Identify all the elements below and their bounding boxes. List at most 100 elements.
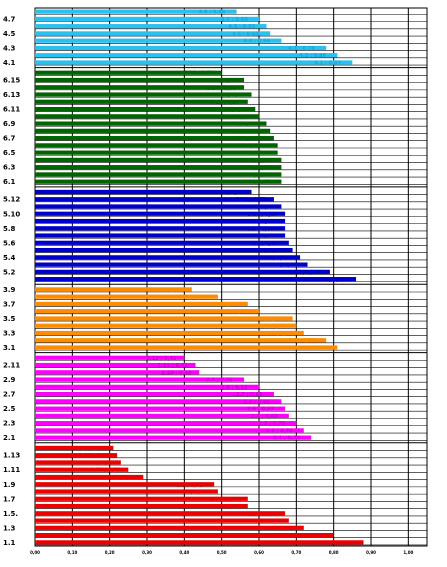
bar xyxy=(35,128,271,133)
bar xyxy=(35,277,357,282)
bar xyxy=(35,467,129,472)
category-label: 6.1 xyxy=(3,178,16,186)
bar xyxy=(35,406,286,411)
category-label: 6.9 xyxy=(3,120,16,128)
category-label: 4.7 xyxy=(3,15,16,23)
bar xyxy=(35,106,256,112)
bar xyxy=(35,453,118,458)
data-label: 1.14 ; 0,28 xyxy=(75,446,106,452)
data-label: 6.12 ; 0,57 xyxy=(210,100,241,106)
data-label: 5.3 ; 0,73 xyxy=(270,263,297,269)
category-label: 6.7 xyxy=(3,135,16,143)
data-label: 1.9 ; 0,48 xyxy=(176,482,203,488)
bar xyxy=(35,323,297,328)
data-label: 5.9 ; 0,67 xyxy=(247,219,274,225)
bar xyxy=(35,247,293,253)
bar xyxy=(35,540,364,545)
bar xyxy=(35,377,245,382)
bar xyxy=(35,136,274,141)
bar xyxy=(35,211,286,216)
x-tick-label: 0,70 xyxy=(291,550,301,555)
data-label: 4.5 ; 0,63 xyxy=(232,31,259,37)
data-label: 1.10 ; 0,32 xyxy=(105,475,136,481)
data-label: 5.11 ; 0,66 xyxy=(243,204,274,210)
bar xyxy=(35,413,289,418)
data-label: 5.12 ; 0,63 xyxy=(236,197,267,203)
category-label: 3.3 xyxy=(3,329,16,337)
bar xyxy=(35,287,192,292)
bar xyxy=(35,179,282,184)
data-label: 2.4 ; 0,68 xyxy=(251,414,278,420)
x-tick-label: 0,50 xyxy=(217,550,227,555)
bar xyxy=(35,384,259,389)
data-label: 4.2 ; 0,86 xyxy=(299,53,326,59)
category-label: 6.3 xyxy=(3,164,16,172)
bar xyxy=(35,503,248,509)
category-label: 5.12 xyxy=(3,196,20,204)
bar xyxy=(35,330,304,336)
data-label: 6.1 ; 0,67 xyxy=(243,180,270,186)
data-label: 1.5 ; 0,67 xyxy=(247,511,274,517)
data-label: 6.2 ; 0,67 xyxy=(243,172,270,178)
x-tick-label: 1,00 xyxy=(403,550,413,555)
category-label: 5.4 xyxy=(3,254,16,262)
category-label: 6.13 xyxy=(3,91,20,99)
bar xyxy=(35,301,248,307)
bar xyxy=(35,355,185,360)
bar xyxy=(35,85,245,90)
data-label: 6.14 ; 0,56 xyxy=(206,85,237,91)
bar xyxy=(35,489,218,494)
data-label: 5.7 ; 0,67 xyxy=(247,234,274,240)
bar xyxy=(35,77,245,83)
data-label: 5.13 ; 0,57 xyxy=(214,190,245,196)
data-label: 1.3 ; 0,71 xyxy=(266,526,293,532)
bar xyxy=(35,31,271,36)
data-label: 3.6 ; 0,60 xyxy=(221,309,248,315)
data-label: 2.8 ; 0,62 xyxy=(221,385,248,391)
bar xyxy=(35,518,289,523)
category-label: 1.7 xyxy=(3,495,16,503)
data-label: 1.6 ; 0,64 xyxy=(210,504,237,510)
data-label: 3.4 ; 0,70 xyxy=(258,324,285,330)
data-label: 3.2 ; 0,78 xyxy=(288,338,315,344)
data-label: 3.7 ; 0,56 xyxy=(210,302,237,308)
bar xyxy=(35,24,267,29)
bar xyxy=(35,143,278,148)
category-label: 2.5 xyxy=(3,405,16,413)
bar xyxy=(35,150,278,155)
data-label: 5.4 ; 0,71 xyxy=(262,255,289,261)
bar xyxy=(35,70,222,75)
data-label: 6.8 ; 0,63 xyxy=(232,129,259,135)
bar xyxy=(35,165,282,170)
data-label: 6.6 ; 0,65 xyxy=(240,143,267,149)
bar xyxy=(35,16,259,22)
x-tick-labels: 0,00 0,10 0,20 0,30 0,40 0,50 0,60 0,70 0,80 0,90… xyxy=(30,550,413,555)
data-label: 3.8 ; 0,48 xyxy=(180,295,207,301)
category-label: 1.5. xyxy=(3,510,18,518)
bar xyxy=(35,197,274,202)
data-label: 5.8 ; 0,67 xyxy=(247,226,274,232)
category-label: 2.3 xyxy=(3,420,16,428)
bar xyxy=(35,338,327,343)
data-label: 1.8 ; 0,48 xyxy=(180,490,207,496)
data-label: 3.5 ; 0,69 xyxy=(255,316,282,322)
data-label: 5.5 ; 0,69 xyxy=(255,248,282,254)
bar xyxy=(35,45,327,51)
data-label: 1.1 ; 0,88 xyxy=(326,540,353,546)
bar xyxy=(35,269,330,274)
category-label: 1.11 xyxy=(3,466,20,474)
data-label: 3.1 ; 0,80 xyxy=(299,346,326,352)
bar xyxy=(35,121,267,126)
data-label: 2.3 ; 0,70 xyxy=(258,421,285,427)
category-label: 4.1 xyxy=(3,59,16,67)
data-label: 6.9 ; 0,62 xyxy=(228,122,255,128)
bar xyxy=(35,240,289,245)
bar xyxy=(35,511,286,516)
x-tick-label: 0,00 xyxy=(30,550,40,555)
data-label: 4.4 ; 0,66 xyxy=(243,39,270,45)
data-label: 5.1 ; 0,86 xyxy=(318,277,345,283)
data-label: 2.2 ; 0,70 xyxy=(266,428,293,434)
data-label: 6.3 ; 0,67 xyxy=(243,165,270,171)
category-label: 2.9 xyxy=(3,376,16,384)
data-label: 5.2 ; 0,79 xyxy=(292,270,319,276)
